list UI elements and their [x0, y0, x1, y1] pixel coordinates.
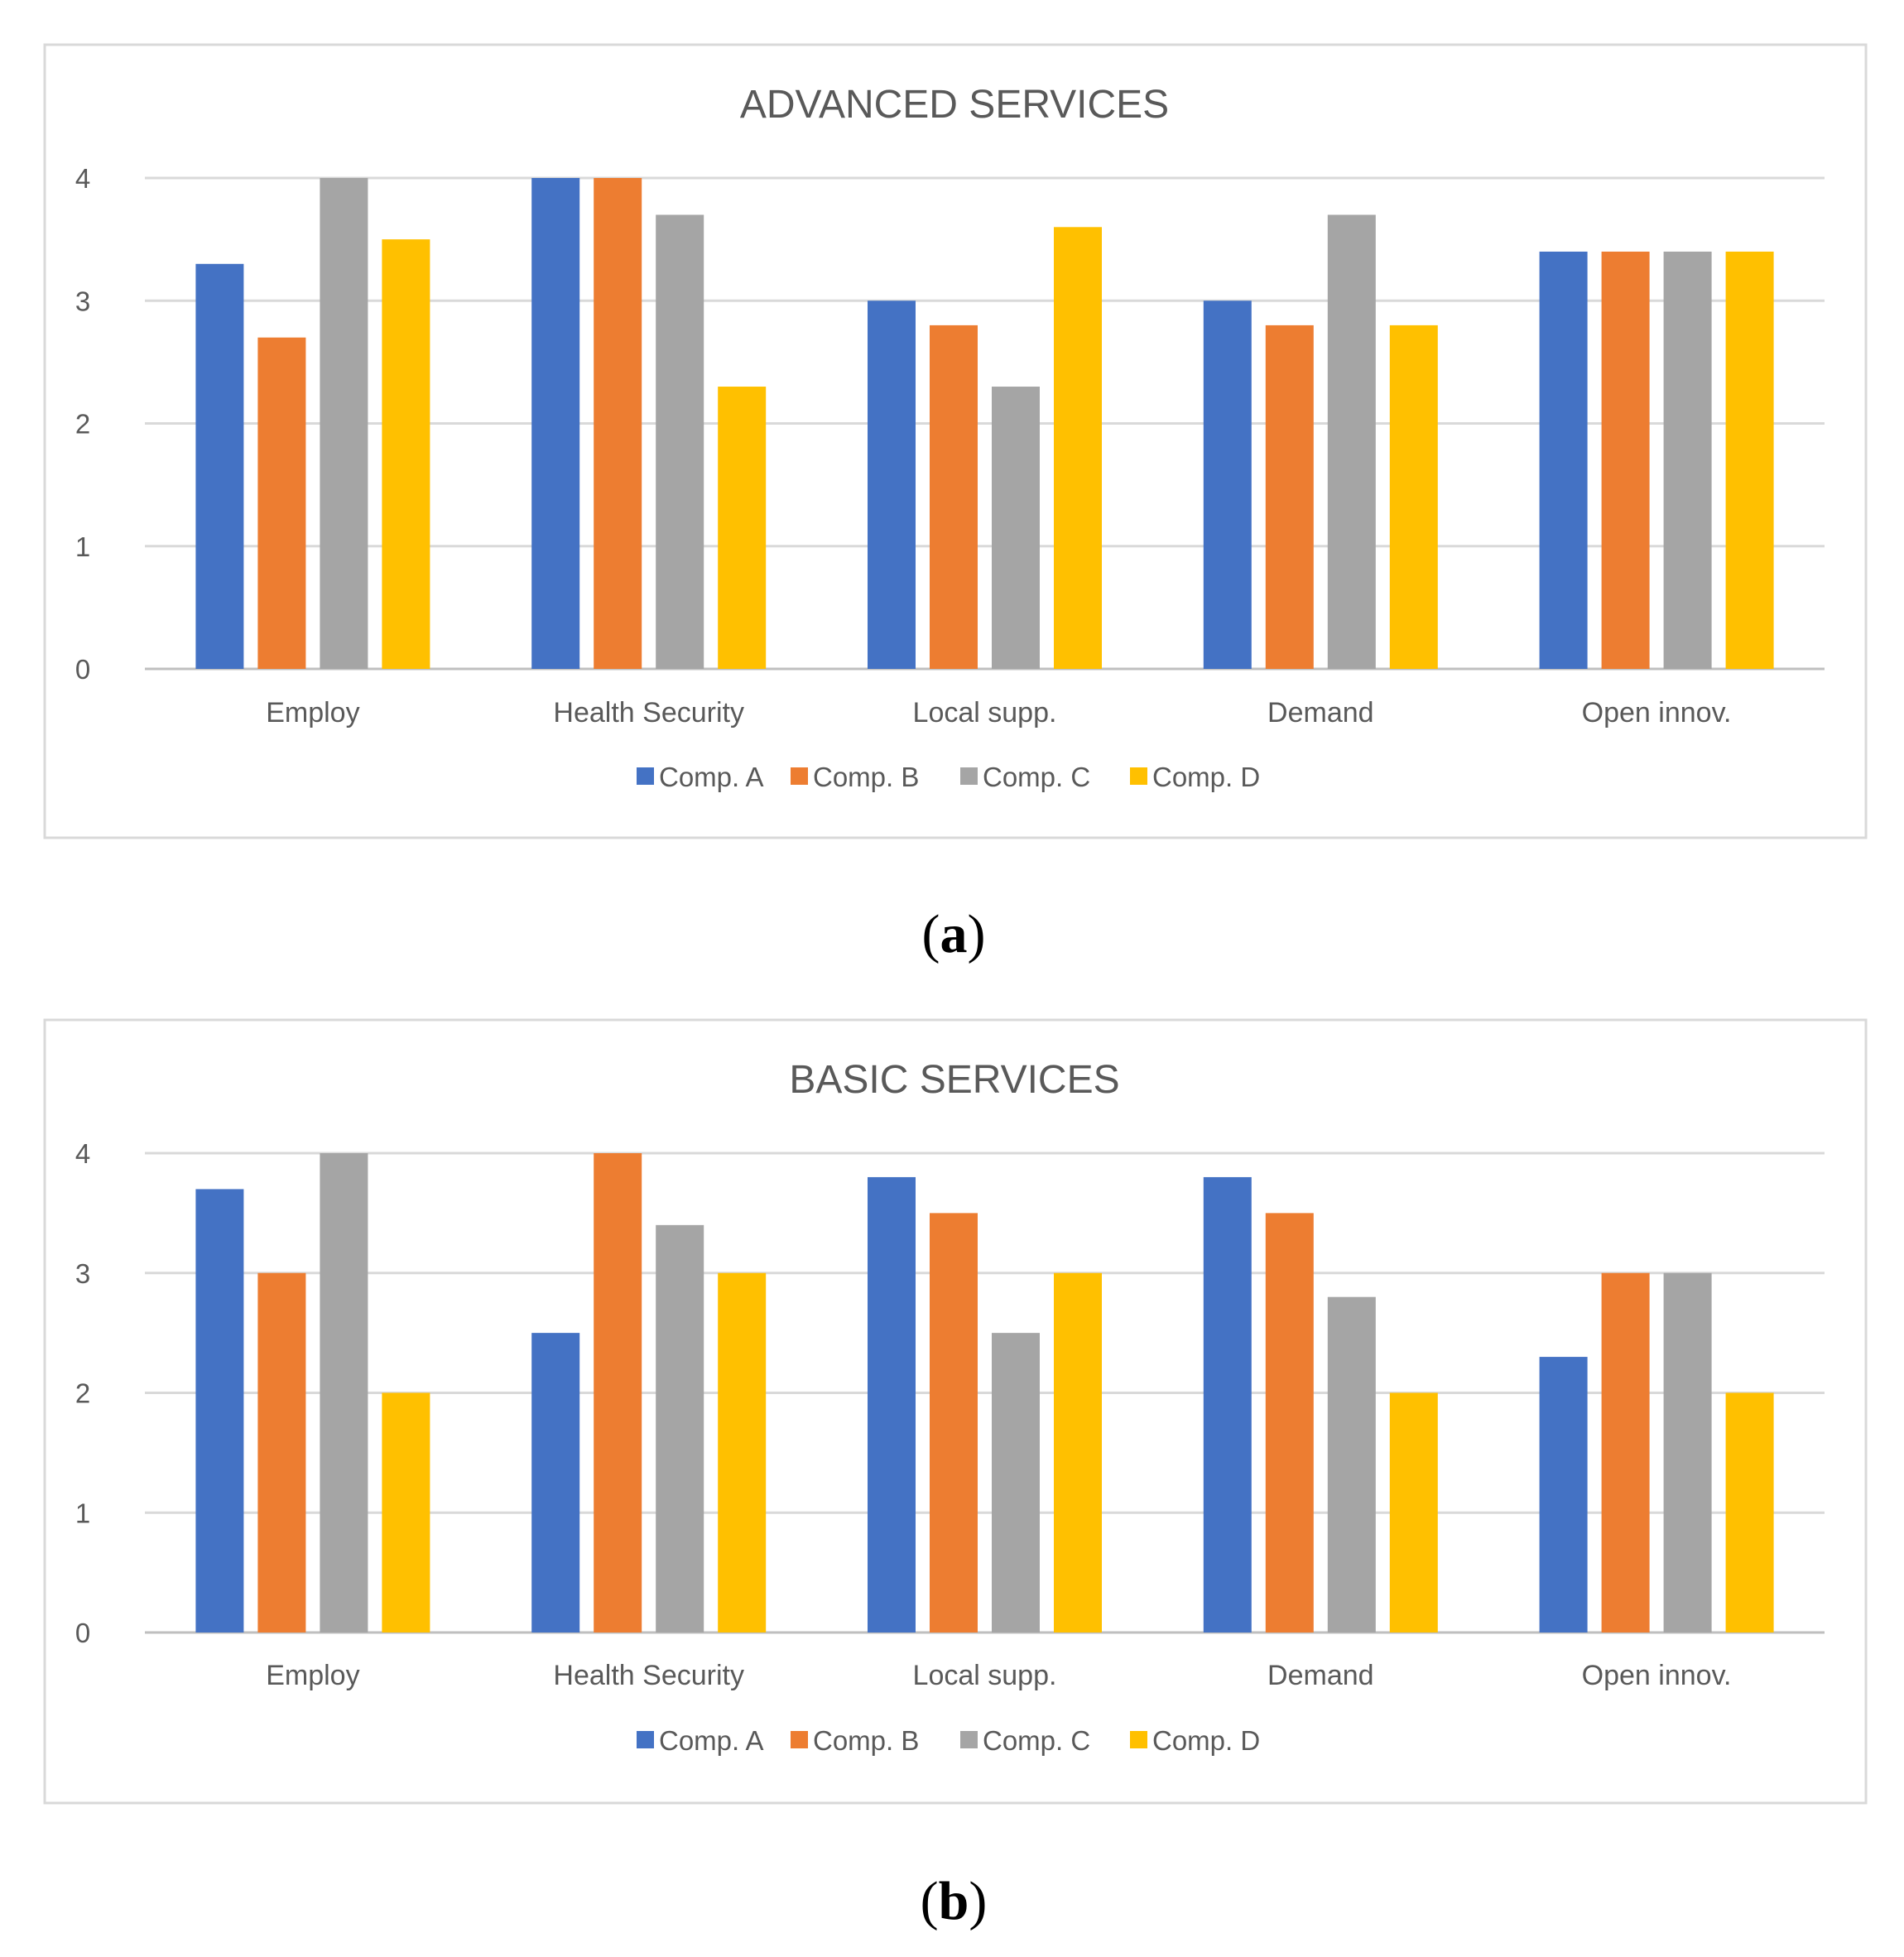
x-tick-label-b-employ: Employ: [266, 1660, 359, 1691]
legend-swatch-b-comp-b: [791, 1731, 808, 1748]
bar-a-local-supp-comp-d: [1054, 227, 1102, 669]
legend-b: Comp. A Comp. B Comp. C Comp. D: [637, 1725, 1260, 1756]
x-tick-label-a-health-security: Health Security: [553, 697, 744, 728]
plot-area-b: 0 1 2 3 4 Employ Health Security Local supp. Dem…: [75, 1138, 1825, 1691]
caption-letter-b: b: [939, 1871, 969, 1931]
panel-caption-b: (b): [921, 1871, 988, 1931]
bar-a-open-innov-comp-a: [1539, 251, 1588, 669]
chart-title-b: BASIC SERVICES: [789, 1058, 1119, 1102]
legend-a: Comp. A Comp. B Comp. C Comp. D: [637, 762, 1260, 792]
legend-swatch-a-comp-d: [1130, 767, 1147, 785]
chart-title-a: ADVANCED SERVICES: [740, 83, 1169, 127]
chart-panel-b: BASIC SERVICES 0 1 2 3 4 Employ Health Securit…: [43, 1018, 1868, 1805]
bar-b-open-innov-comp-c: [1663, 1272, 1712, 1632]
legend-label-b-comp-b: Comp. B: [813, 1725, 919, 1756]
x-tick-label-a-open-innov: Open innov.: [1582, 697, 1732, 728]
bar-b-open-innov-comp-b: [1601, 1272, 1650, 1632]
bar-a-open-innov-comp-c: [1663, 251, 1712, 669]
y-tick-label-b-1: 1: [75, 1498, 90, 1528]
bar-a-employ-comp-a: [195, 263, 244, 669]
bar-b-employ-comp-a: [195, 1189, 244, 1632]
legend-label-a-comp-d: Comp. D: [1152, 762, 1260, 792]
legend-label-a-comp-c: Comp. C: [983, 762, 1090, 792]
bar-b-demand-comp-d: [1389, 1392, 1438, 1632]
bar-b-local-supp-comp-d: [1054, 1272, 1102, 1632]
legend-swatch-a-comp-c: [960, 767, 978, 785]
bar-b-employ-comp-d: [382, 1392, 430, 1632]
bar-b-open-innov-comp-d: [1725, 1392, 1774, 1632]
y-tick-label-b-3: 3: [75, 1258, 90, 1289]
chart-panel-a: ADVANCED SERVICES 0 1 2 3 4 Employ Health Secu…: [43, 43, 1868, 839]
bar-b-demand-comp-a: [1203, 1176, 1252, 1632]
caption-letter-a: a: [940, 904, 968, 964]
legend-label-b-comp-d: Comp. D: [1152, 1725, 1260, 1756]
bar-a-local-supp-comp-b: [930, 325, 978, 669]
bar-b-employ-comp-c: [320, 1153, 368, 1632]
bar-a-open-innov-comp-d: [1725, 251, 1774, 669]
bar-a-health-security-comp-d: [718, 387, 767, 669]
x-tick-label-a-employ: Employ: [266, 697, 359, 728]
bar-a-open-innov-comp-b: [1601, 251, 1650, 669]
x-tick-label-b-local-supp: Local supp.: [913, 1660, 1057, 1691]
x-tick-label-b-health-security: Health Security: [553, 1660, 744, 1691]
bar-b-health-security-comp-a: [531, 1333, 580, 1632]
bar-b-demand-comp-c: [1327, 1296, 1376, 1632]
bar-a-local-supp-comp-a: [868, 301, 916, 669]
bar-b-health-security-comp-c: [656, 1224, 704, 1632]
bar-a-demand-comp-d: [1389, 325, 1438, 669]
y-tick-label-b-2: 2: [75, 1378, 90, 1409]
bar-a-employ-comp-d: [382, 239, 430, 669]
bar-a-demand-comp-a: [1203, 301, 1252, 669]
bar-a-health-security-comp-c: [656, 214, 704, 670]
bar-b-employ-comp-b: [257, 1272, 306, 1632]
y-tick-label-a-1: 1: [75, 531, 90, 562]
bar-a-employ-comp-b: [257, 337, 306, 669]
y-tick-label-b-4: 4: [75, 1138, 90, 1169]
x-tick-label-a-demand: Demand: [1267, 697, 1374, 728]
bar-a-health-security-comp-b: [594, 178, 642, 669]
x-tick-label-b-demand: Demand: [1267, 1660, 1374, 1691]
plot-area-a: 0 1 2 3 4 Employ Health Security Local supp. Dem…: [75, 163, 1825, 728]
y-tick-label-a-2: 2: [75, 409, 90, 440]
y-tick-label-a-3: 3: [75, 286, 90, 316]
legend-swatch-b-comp-c: [960, 1731, 978, 1748]
bar-b-health-security-comp-b: [594, 1153, 642, 1632]
legend-swatch-a-comp-b: [791, 767, 808, 785]
bar-a-local-supp-comp-c: [992, 387, 1040, 669]
bar-a-demand-comp-c: [1327, 214, 1376, 670]
legend-label-a-comp-b: Comp. B: [813, 762, 919, 792]
y-tick-label-b-0: 0: [75, 1618, 90, 1648]
bar-b-open-innov-comp-a: [1539, 1357, 1588, 1632]
bar-b-local-supp-comp-a: [868, 1176, 916, 1632]
legend-label-b-comp-a: Comp. A: [659, 1725, 764, 1756]
legend-swatch-a-comp-a: [637, 767, 654, 785]
bar-b-local-supp-comp-c: [992, 1333, 1040, 1632]
legend-swatch-b-comp-a: [637, 1731, 654, 1748]
y-tick-label-a-0: 0: [75, 654, 90, 685]
bar-a-employ-comp-c: [320, 178, 368, 669]
bar-a-health-security-comp-a: [531, 178, 580, 669]
legend-label-a-comp-a: Comp. A: [659, 762, 764, 792]
x-tick-label-b-open-innov: Open innov.: [1582, 1660, 1732, 1691]
bar-b-local-supp-comp-b: [930, 1213, 978, 1632]
x-tick-label-a-local-supp: Local supp.: [913, 697, 1057, 728]
y-tick-label-a-4: 4: [75, 163, 90, 194]
legend-label-b-comp-c: Comp. C: [983, 1725, 1090, 1756]
panel-caption-a: (a): [922, 904, 986, 964]
legend-swatch-b-comp-d: [1130, 1731, 1147, 1748]
bar-b-health-security-comp-d: [718, 1272, 767, 1632]
bar-b-demand-comp-b: [1265, 1213, 1314, 1632]
bar-a-demand-comp-b: [1265, 325, 1314, 669]
